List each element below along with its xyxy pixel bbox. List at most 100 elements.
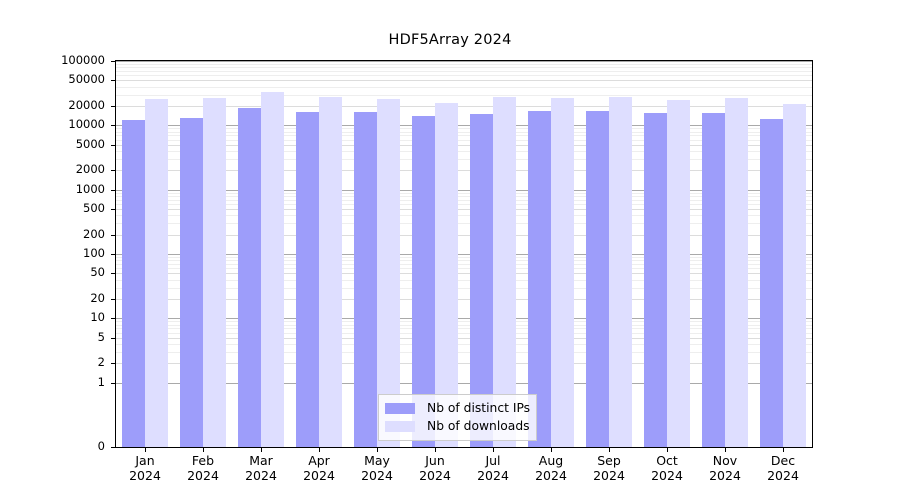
gridline-major: [116, 144, 812, 146]
bar-downloads: [493, 97, 516, 447]
bar-downloads: [377, 99, 400, 447]
gridline-minor: [116, 279, 812, 281]
bar-distinct-ips: [528, 110, 551, 447]
y-tick: [111, 125, 116, 127]
x-tick-label-year: 2024: [709, 468, 741, 484]
gridline-minor: [116, 158, 812, 160]
x-tick-label: Sep 2024: [549, 453, 669, 484]
gridline-minor: [116, 192, 812, 194]
gridline-minor: [116, 135, 812, 137]
x-tick-label-year: 2024: [593, 468, 625, 484]
gridline-minor: [116, 260, 812, 262]
gridline-minor: [116, 67, 812, 69]
y-tick: [111, 170, 116, 172]
x-tick: [551, 447, 552, 452]
y-tick: [111, 318, 116, 320]
x-tick-label: Jan 2024: [85, 453, 205, 484]
gridline-minor: [116, 94, 812, 96]
bar-downloads: [145, 98, 168, 447]
x-tick-label-year: 2024: [245, 468, 277, 484]
y-tick: [111, 254, 116, 255]
y-tick-label: 1000: [75, 181, 105, 196]
x-tick-label: Jun 2024: [375, 453, 495, 484]
x-tick-label-year: 2024: [767, 468, 799, 484]
gridline-minor: [116, 287, 812, 289]
gridline-minor: [116, 332, 812, 334]
gridline-minor: [116, 203, 812, 205]
gridline-major: [116, 80, 812, 82]
x-tick: [493, 447, 494, 452]
x-tick-label-month: Aug: [538, 453, 564, 468]
y-tick: [111, 337, 116, 339]
y-tick: [111, 209, 116, 211]
x-tick-label: May 2024: [317, 453, 437, 484]
x-tick-label: Nov 2024: [665, 453, 785, 484]
gridline-major: [116, 298, 812, 300]
bar-distinct-ips: [296, 112, 319, 447]
x-tick-label-year: 2024: [361, 468, 393, 484]
gridline-minor: [116, 63, 812, 65]
x-tick: [319, 447, 320, 452]
y-tick-label: 10: [90, 310, 105, 325]
bar-distinct-ips: [586, 111, 609, 447]
gridline-minor: [116, 150, 812, 152]
y-tick: [111, 105, 116, 107]
gridline-minor: [116, 215, 812, 217]
gridline-minor: [116, 263, 812, 265]
bar-downloads: [667, 99, 690, 447]
bar-distinct-ips: [122, 120, 145, 447]
x-tick-label-month: Mar: [249, 453, 273, 468]
gridline-major: [116, 363, 812, 365]
bar-distinct-ips: [238, 108, 261, 447]
gridline-major: [116, 273, 812, 275]
x-tick-label: Oct 2024: [607, 453, 727, 484]
bar-distinct-ips: [760, 119, 783, 447]
gridline-minor: [116, 75, 812, 77]
y-tick: [111, 382, 116, 384]
x-tick-label: Aug 2024: [491, 453, 611, 484]
x-tick-label: Jul 2024: [433, 453, 553, 484]
bar-distinct-ips: [412, 115, 435, 447]
x-tick-label-year: 2024: [303, 468, 335, 484]
gridline-major: [116, 105, 812, 107]
x-tick-label-year: 2024: [129, 468, 161, 484]
x-tick-label-month: Apr: [308, 453, 330, 468]
gridline-minor: [116, 199, 812, 201]
x-tick-label-month: Nov: [712, 453, 738, 468]
y-tick: [111, 189, 116, 191]
legend-item-downloads: Nb of downloads: [385, 417, 530, 435]
gridline-minor: [116, 268, 812, 270]
y-tick-label: 2: [97, 355, 105, 370]
x-tick-label-month: Sep: [597, 453, 621, 468]
gridline-minor: [116, 223, 812, 225]
bar-downloads: [783, 103, 806, 447]
gridline-major: [116, 209, 812, 211]
x-tick-label: Dec 2024: [723, 453, 843, 484]
x-tick: [261, 447, 262, 452]
x-tick-label-month: Jul: [485, 453, 501, 468]
gridline-minor: [116, 324, 812, 326]
x-tick-label-month: Jan: [135, 453, 155, 468]
x-tick-label: Apr 2024: [259, 453, 379, 484]
y-tick-label: 1: [97, 374, 105, 389]
x-tick-label-year: 2024: [651, 468, 683, 484]
x-tick-label-year: 2024: [187, 468, 219, 484]
x-tick: [377, 447, 378, 452]
bar-distinct-ips: [702, 113, 725, 447]
bar-downloads: [319, 97, 342, 447]
x-tick-label-month: Jun: [425, 453, 445, 468]
bar-downloads: [203, 98, 226, 447]
y-tick: [111, 234, 116, 236]
y-tick-label: 20: [90, 290, 105, 305]
x-tick-label-month: May: [364, 453, 390, 468]
plot-area: 0 1 2 5 10 20 50 100 200 500 1000 2000 5000 10000 2000…: [61, 53, 813, 483]
y-tick: [111, 80, 116, 82]
y-tick: [111, 61, 116, 62]
y-tick-label: 200: [83, 226, 105, 241]
x-tick-label-year: 2024: [419, 468, 451, 484]
legend: Nb of distinct IPs Nb of downloads: [378, 394, 538, 441]
plot-inner: [116, 61, 812, 447]
x-tick: [725, 447, 726, 452]
y-tick-label: 100000: [61, 53, 105, 67]
gridline-major: [116, 234, 812, 236]
